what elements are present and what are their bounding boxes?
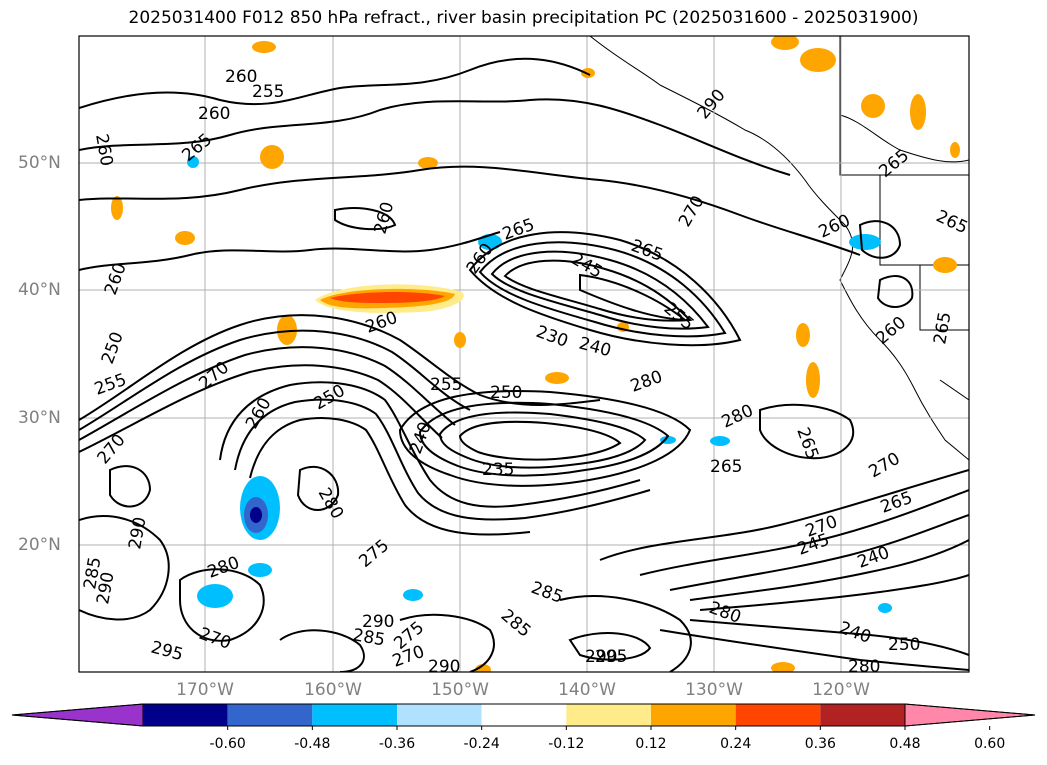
colorbar-segment [820, 704, 905, 726]
contour-label: 280 [848, 657, 880, 677]
colorbar-outline [11, 703, 1036, 727]
colorbar-tick-label: -0.36 [378, 736, 416, 752]
pc-shading [111, 36, 960, 672]
lat-label-50n: 50°N [18, 153, 61, 173]
colorbar-extend-max [904, 703, 1036, 727]
colorbar-tick-label: -0.60 [209, 736, 246, 752]
lon-label-160w: 160°W [304, 680, 362, 700]
contour-label: 250 [888, 635, 920, 655]
colorbar-segment [481, 704, 567, 726]
lat-label-40n: 40°N [18, 280, 61, 300]
lon-label-140w: 140°W [558, 680, 616, 700]
colorbar-extend-min [11, 703, 144, 727]
lon-label-170w: 170°W [176, 680, 234, 700]
colorbar-tick-label: 0.12 [635, 736, 667, 752]
refractivity-contours [79, 57, 969, 672]
lat-label-30n: 30°N [18, 408, 61, 428]
colorbar-segment [735, 704, 821, 726]
colorbar-tick-label: 0.60 [974, 736, 1006, 752]
map-background [79, 36, 969, 672]
contour-label: 260 [225, 67, 257, 87]
contour-label: 290 [362, 612, 394, 632]
chart-title: 2025031400 F012 850 hPa refract., river … [128, 8, 919, 28]
colorbar-segment [651, 704, 736, 726]
lon-label-150w: 150°W [431, 680, 489, 700]
colorbar-tick-label: 0.24 [720, 736, 752, 752]
map-frame [78, 35, 970, 673]
contour-label: 265 [710, 457, 742, 477]
lat-label-20n: 20°N [18, 535, 61, 555]
contour-label: 290 [428, 657, 460, 677]
lon-label-120w: 120°W [812, 680, 870, 700]
colorbar [11, 703, 1036, 730]
contour-label: 250 [490, 383, 522, 403]
contour-label: 295 [595, 647, 627, 667]
colorbar-tick-label: 0.36 [804, 736, 836, 752]
colorbar-tick-label: -0.24 [463, 736, 500, 752]
graticule [79, 36, 969, 672]
colorbar-segment [566, 704, 651, 726]
contour-label: 255 [430, 375, 462, 395]
contour-label: 255 [252, 82, 284, 102]
colorbar-tick-label: -0.12 [548, 736, 585, 752]
contour-label: 290 [585, 647, 617, 667]
colorbar-tick-label: -0.48 [294, 736, 331, 752]
colorbar-segment [227, 704, 313, 726]
colorbar-segment [312, 704, 397, 726]
contour-label: 260 [198, 104, 230, 124]
colorbar-segment [143, 704, 228, 726]
colorbar-segment [397, 704, 482, 726]
colorbar-tick-label: 0.48 [889, 736, 921, 752]
contour-label: 235 [482, 460, 514, 480]
lon-label-130w: 130°W [685, 680, 743, 700]
